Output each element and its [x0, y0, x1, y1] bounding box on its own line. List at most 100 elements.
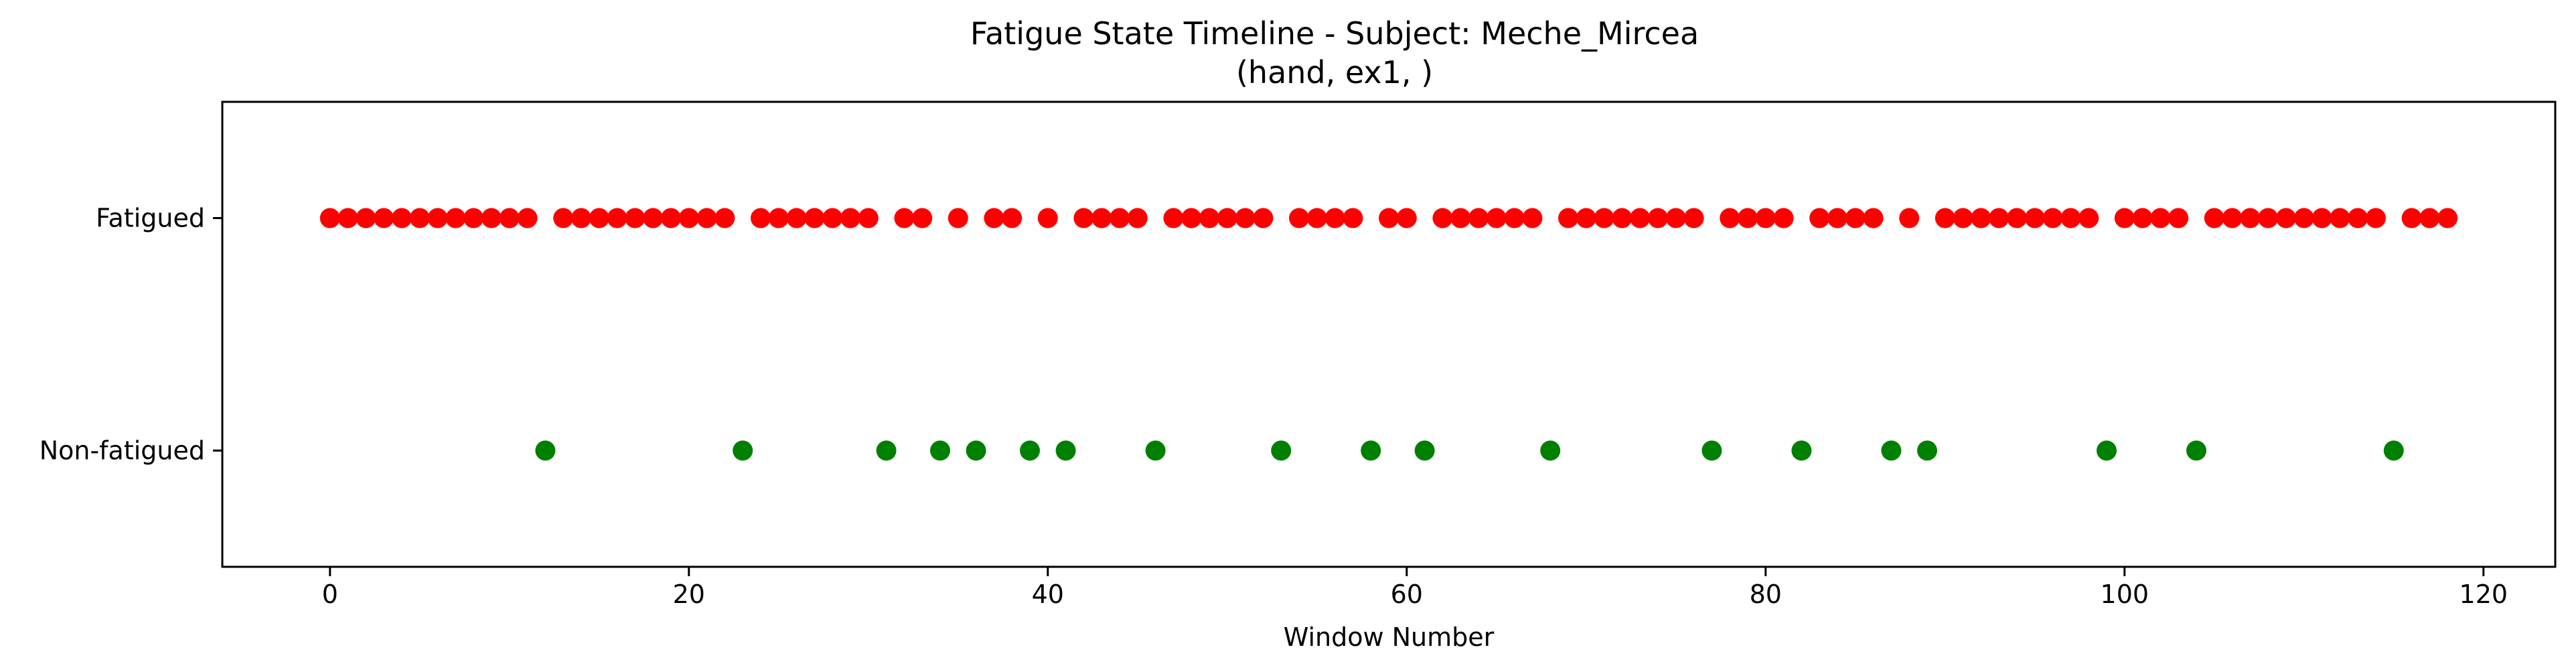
- fatigued-point: [2114, 208, 2135, 228]
- fatigued-point: [1576, 208, 1596, 228]
- chart-subtitle: (hand, ex1, ): [1236, 54, 1433, 90]
- fatigued-point: [1217, 208, 1237, 228]
- fatigued-point: [1037, 208, 1058, 228]
- non-fatigued-point: [1020, 440, 1040, 461]
- fatigued-point: [1199, 208, 1219, 228]
- fatigued-point: [2222, 208, 2243, 228]
- fatigued-point: [1809, 208, 1830, 228]
- fatigued-point: [571, 208, 591, 228]
- fatigued-point: [768, 208, 789, 228]
- non-fatigued-point: [1055, 440, 1076, 461]
- fatigued-point: [2024, 208, 2045, 228]
- fatigued-point: [840, 208, 860, 228]
- fatigued-point: [481, 208, 502, 228]
- fatigued-point: [1235, 208, 1256, 228]
- non-fatigued-point: [1145, 440, 1166, 461]
- fatigued-point: [786, 208, 807, 228]
- fatigued-point: [409, 208, 430, 228]
- fatigued-point: [1396, 208, 1417, 228]
- fatigued-point: [678, 208, 699, 228]
- x-tick-label: 60: [1391, 580, 1423, 609]
- non-fatigued-point: [2383, 440, 2404, 461]
- fatigued-point: [1343, 208, 1363, 228]
- fatigued-point: [2078, 208, 2099, 228]
- fatigued-point: [984, 208, 1004, 228]
- non-fatigued-point: [2097, 440, 2117, 461]
- fatigued-point: [751, 208, 771, 228]
- fatigued-point: [714, 208, 735, 228]
- fatigued-point: [1683, 208, 1704, 228]
- fatigued-point: [1127, 208, 1148, 228]
- fatigued-point: [1899, 208, 1920, 228]
- non-fatigued-point: [1701, 440, 1722, 461]
- non-fatigued-point: [930, 440, 950, 461]
- fatigued-point: [337, 208, 358, 228]
- x-tick-label: 80: [1750, 580, 1782, 609]
- fatigued-point: [894, 208, 915, 228]
- data-points: [319, 208, 2458, 461]
- fatigued-point: [1091, 208, 1112, 228]
- fatigued-point: [1558, 208, 1578, 228]
- fatigued-point: [1253, 208, 1274, 228]
- fatigued-point: [1110, 208, 1130, 228]
- fatigued-point: [1181, 208, 1202, 228]
- fatigued-point: [1504, 208, 1525, 228]
- fatigued-point: [392, 208, 412, 228]
- fatigued-point: [2348, 208, 2368, 228]
- plot-frame: [221, 100, 2557, 568]
- fatigued-point: [2168, 208, 2189, 228]
- non-fatigued-point: [1540, 440, 1561, 461]
- fatigued-point: [319, 208, 340, 228]
- fatigued-point: [427, 208, 448, 228]
- fatigued-point: [1486, 208, 1507, 228]
- fatigued-point: [2312, 208, 2332, 228]
- fatigued-point: [696, 208, 717, 228]
- y-tick-label: Non-fatigued: [40, 436, 205, 466]
- fatigued-point: [1073, 208, 1094, 228]
- x-tick-label: 100: [2101, 580, 2149, 609]
- non-fatigued-point: [966, 440, 986, 461]
- fatigued-point: [1630, 208, 1651, 228]
- fatigued-point: [1953, 208, 1973, 228]
- x-axis-label: Window Number: [1284, 622, 1495, 652]
- fatigued-point: [463, 208, 484, 228]
- non-fatigued-point: [1271, 440, 1292, 461]
- fatigued-point: [1594, 208, 1614, 228]
- fatigued-point: [2437, 208, 2458, 228]
- fatigued-point: [2132, 208, 2153, 228]
- fatigued-point: [822, 208, 843, 228]
- non-fatigued-point: [1917, 440, 1937, 461]
- fatigued-point: [1720, 208, 1740, 228]
- fatigued-point: [499, 208, 520, 228]
- y-tick-label: Fatigued: [96, 204, 205, 233]
- chart-title: Fatigue State Timeline - Subject: Meche_…: [970, 15, 1699, 52]
- fatigued-point: [1163, 208, 1184, 228]
- fatigued-point: [1971, 208, 1991, 228]
- fatigued-point: [2276, 208, 2296, 228]
- fatigued-point: [1379, 208, 1399, 228]
- fatigued-point: [374, 208, 394, 228]
- fatigued-point: [1289, 208, 1309, 228]
- fatigued-point: [553, 208, 574, 228]
- fatigued-point: [1773, 208, 1794, 228]
- x-tick-label: 120: [2459, 580, 2508, 609]
- fatigued-point: [948, 208, 968, 228]
- x-tick-label: 20: [673, 580, 705, 609]
- non-fatigued-point: [1414, 440, 1435, 461]
- fatigued-point: [1002, 208, 1022, 228]
- fatigued-point: [2007, 208, 2027, 228]
- fatigued-point: [1845, 208, 1866, 228]
- fatigued-point: [1468, 208, 1489, 228]
- non-fatigued-point: [2186, 440, 2206, 461]
- fatigued-point: [858, 208, 879, 228]
- fatigued-point: [2330, 208, 2350, 228]
- fatigued-point: [2258, 208, 2279, 228]
- fatigued-point: [1827, 208, 1847, 228]
- fatigued-point: [2060, 208, 2081, 228]
- x-tick-label: 40: [1032, 580, 1064, 609]
- fatigued-point: [1989, 208, 2010, 228]
- fatigued-point: [2293, 208, 2314, 228]
- fatigued-point: [1755, 208, 1776, 228]
